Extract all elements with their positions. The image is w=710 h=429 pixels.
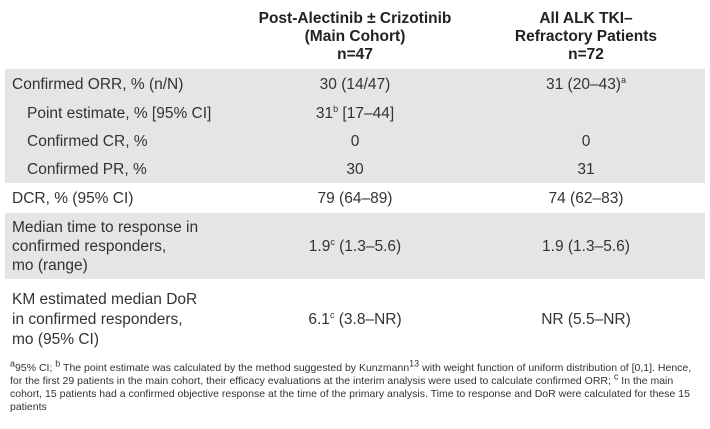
row-label-line3: mo (95% CI): [12, 330, 99, 348]
footnote-sup-a: a: [10, 358, 16, 369]
cell-all: 1.9 (1.3–5.6): [467, 213, 705, 280]
footnote-mark-b: b: [333, 103, 339, 114]
table-row-confirmed-cr: Confirmed CR, % 0 0: [5, 128, 705, 155]
cell-main-value: 31: [315, 105, 334, 122]
cell-main: 79 (64–89): [317, 189, 393, 207]
header-main-line1: Post-Alectinib ± Crizotinib: [258, 10, 452, 27]
cell-main-value: 6.1: [308, 311, 330, 328]
row-label-line1: KM estimated median DoR: [12, 290, 198, 308]
header-main-line2: (Main Cohort): [304, 28, 406, 45]
cell-all-value: 31 (20–43): [546, 75, 621, 93]
cell-all: NR (5.5–NR): [467, 279, 705, 358]
row-label: Confirmed CR, %: [5, 128, 243, 155]
row-label: DCR, % (95% CI): [12, 189, 134, 207]
cell-main-range: (1.3–5.6): [334, 237, 402, 255]
table-row-confirmed-orr: Confirmed ORR, % (n/N) 30 (14/47) 31 (20…: [5, 69, 705, 99]
row-label: Point estimate, % [95% CI]: [5, 99, 243, 128]
footnote-c-text: In the main cohort, 15 patients had a co…: [10, 375, 690, 413]
header-all-line3: n=72: [568, 46, 604, 63]
cell-main-ci: [17–44]: [338, 105, 395, 122]
table-footnote: a95% CI; b The point estimate was calcul…: [10, 358, 705, 414]
row-label-line3: mo (range): [12, 256, 88, 274]
footnote-mark-a: a: [620, 74, 626, 85]
footnote-mark-c: c: [330, 236, 335, 247]
row-label-line2: confirmed responders,: [12, 237, 167, 255]
cell-all: 31: [467, 155, 705, 183]
cell-all: 74 (62–83): [548, 189, 624, 207]
table-row-confirmed-pr: Confirmed PR, % 30 31: [5, 155, 705, 183]
footnote-sup-c: c: [613, 371, 619, 382]
footnote-mark-c: c: [329, 309, 335, 320]
footnote-b-text: The point estimate was calculated by the…: [60, 362, 410, 374]
row-label: Median time to response in confirmed res…: [5, 213, 243, 280]
footnote-a-text: 95% CI;: [15, 362, 56, 374]
row-label: Confirmed ORR, % (n/N): [5, 69, 243, 99]
footnote-b-text-cont: with weight function of uniform distribu…: [10, 362, 692, 387]
row-label-line1: Median time to response in: [12, 218, 199, 236]
cell-main-ci: (3.8–NR): [334, 311, 402, 328]
cell-main: 30 (14/47): [243, 69, 467, 99]
cell-main: 1.9c (1.3–5.6): [243, 213, 467, 280]
cell-all: [467, 99, 705, 128]
header-all-line1: All ALK TKI–: [539, 10, 633, 27]
cell-main: 0: [243, 128, 467, 155]
header-main-line3: n=47: [337, 46, 373, 63]
row-label: Confirmed PR, %: [5, 155, 243, 183]
table-row-median-dor: KM estimated median DoR in confirmed res…: [5, 279, 705, 358]
cell-all: 0: [467, 128, 705, 155]
footnote-ref-13: 13: [409, 358, 420, 369]
header-empty: [5, 4, 243, 69]
efficacy-table: Post-Alectinib ± Crizotinib (Main Cohort…: [5, 4, 705, 358]
table-row-time-to-response: Median time to response in confirmed res…: [5, 213, 705, 280]
cell-main: 6.1c (3.8–NR): [243, 279, 467, 358]
table-header-row: Post-Alectinib ± Crizotinib (Main Cohort…: [5, 4, 705, 69]
cell-main: 30: [243, 155, 467, 183]
cell-all: 31 (20–43)a: [467, 69, 705, 99]
header-all-refractory: All ALK TKI– Refractory Patients n=72: [467, 4, 705, 69]
table-row-point-estimate: Point estimate, % [95% CI] 31b [17–44]: [5, 99, 705, 128]
row-label: KM estimated median DoR in confirmed res…: [5, 279, 243, 358]
row-label-line2: in confirmed responders,: [12, 310, 183, 328]
table-row-dcr: DCR, % (95% CI) 79 (64–89) 74 (62–83): [5, 183, 705, 213]
header-main-cohort: Post-Alectinib ± Crizotinib (Main Cohort…: [243, 4, 467, 69]
header-all-line2: Refractory Patients: [514, 28, 658, 45]
cell-main: 31b [17–44]: [243, 99, 467, 128]
cell-main-value: 1.9: [308, 237, 331, 255]
footnote-sup-b: b: [55, 358, 61, 369]
